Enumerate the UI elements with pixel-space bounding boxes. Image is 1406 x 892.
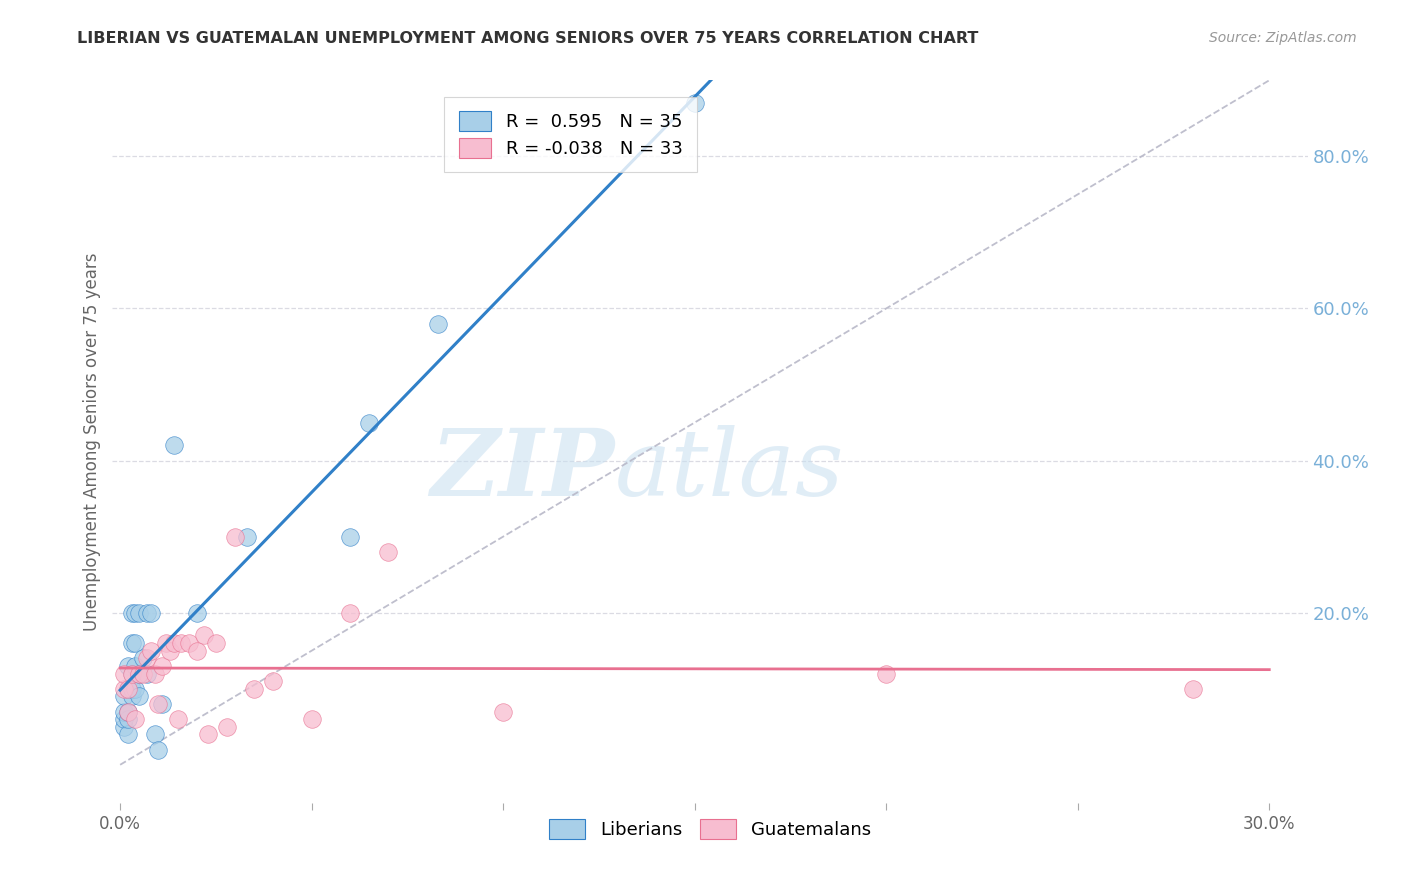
Point — [224, 530, 246, 544]
Point — [121, 666, 143, 681]
Point — [155, 636, 177, 650]
Point — [143, 666, 166, 681]
Point — [301, 712, 323, 726]
Point — [117, 712, 139, 726]
Point — [186, 643, 208, 657]
Point — [112, 681, 135, 696]
Point — [427, 317, 450, 331]
Point — [139, 606, 162, 620]
Point — [112, 720, 135, 734]
Y-axis label: Unemployment Among Seniors over 75 years: Unemployment Among Seniors over 75 years — [83, 252, 101, 631]
Point — [377, 545, 399, 559]
Point — [124, 681, 146, 696]
Point — [186, 606, 208, 620]
Point — [117, 705, 139, 719]
Point — [117, 681, 139, 696]
Point — [243, 681, 266, 696]
Point — [124, 636, 146, 650]
Point — [128, 606, 150, 620]
Point — [339, 530, 361, 544]
Point — [121, 690, 143, 704]
Point — [217, 720, 239, 734]
Point — [124, 659, 146, 673]
Point — [339, 606, 361, 620]
Point — [112, 712, 135, 726]
Point — [136, 666, 159, 681]
Point — [235, 530, 257, 544]
Point — [117, 659, 139, 673]
Point — [163, 636, 186, 650]
Point — [197, 727, 219, 741]
Point — [112, 666, 135, 681]
Point — [121, 636, 143, 650]
Point — [117, 727, 139, 741]
Point — [148, 697, 170, 711]
Point — [128, 666, 150, 681]
Point — [136, 651, 159, 665]
Point — [170, 636, 193, 650]
Point — [132, 651, 155, 665]
Point — [166, 712, 188, 726]
Point — [262, 674, 284, 689]
Point — [150, 659, 173, 673]
Text: ZIP: ZIP — [430, 425, 614, 516]
Point — [124, 606, 146, 620]
Point — [128, 690, 150, 704]
Point — [117, 705, 139, 719]
Point — [359, 416, 381, 430]
Point — [1181, 681, 1204, 696]
Point — [139, 643, 162, 657]
Point — [159, 643, 181, 657]
Point — [150, 697, 173, 711]
Point — [112, 690, 135, 704]
Point — [117, 681, 139, 696]
Point — [163, 438, 186, 452]
Point — [124, 712, 146, 726]
Point — [683, 96, 706, 111]
Point — [121, 681, 143, 696]
Point — [121, 666, 143, 681]
Point — [492, 705, 515, 719]
Point — [148, 742, 170, 756]
Point — [136, 606, 159, 620]
Text: atlas: atlas — [614, 425, 844, 516]
Text: LIBERIAN VS GUATEMALAN UNEMPLOYMENT AMONG SENIORS OVER 75 YEARS CORRELATION CHAR: LIBERIAN VS GUATEMALAN UNEMPLOYMENT AMON… — [77, 31, 979, 46]
Point — [112, 705, 135, 719]
Point — [121, 606, 143, 620]
Point — [193, 628, 215, 642]
Point — [143, 727, 166, 741]
Legend: Liberians, Guatemalans: Liberians, Guatemalans — [540, 810, 880, 848]
Point — [132, 666, 155, 681]
Text: Source: ZipAtlas.com: Source: ZipAtlas.com — [1209, 31, 1357, 45]
Point — [205, 636, 228, 650]
Point — [875, 666, 897, 681]
Point — [128, 666, 150, 681]
Point — [177, 636, 200, 650]
